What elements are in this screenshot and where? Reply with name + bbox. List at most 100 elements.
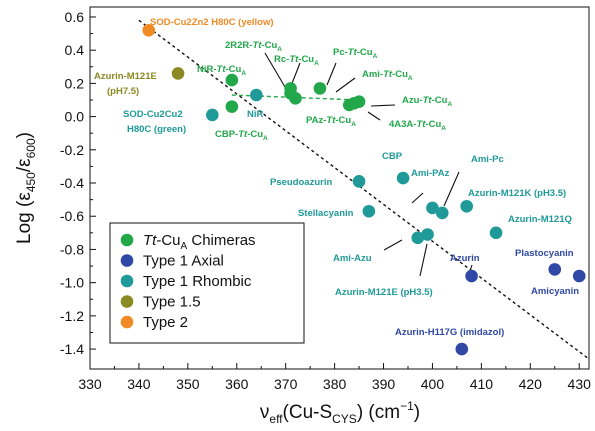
- x-tick-label: 380: [323, 376, 347, 392]
- x-axis-title: νeff(Cu-SCYS) (cm−1): [260, 399, 420, 426]
- label-pseudoazurin: Pseudoazurin: [270, 177, 332, 188]
- plot-frame: [89, 6, 590, 370]
- label-sod-green-b: H80C (green): [127, 124, 186, 135]
- data-point: [460, 199, 473, 213]
- y-tick-label: 0.4: [65, 42, 85, 58]
- label-nir-tt: NiR-Tt-CuA: [197, 64, 246, 77]
- data-points: [142, 23, 586, 356]
- data-point: [225, 73, 239, 87]
- x-tick-label: 350: [176, 376, 200, 392]
- label-ami-azu: Ami-Azu: [333, 253, 372, 264]
- data-point: [289, 92, 302, 105]
- legend-label: Type 2: [143, 314, 188, 331]
- x-tick-label: 420: [519, 376, 543, 392]
- x-tick-label: 430: [568, 376, 592, 392]
- data-point: [489, 226, 503, 240]
- y-tick-label: -0.8: [60, 241, 84, 257]
- leader-line: [370, 104, 396, 107]
- x-tick-label: 360: [225, 376, 249, 392]
- label-amicyanin: Amicyanin: [531, 286, 579, 297]
- y-axis-title: Log (ε450/ε600): [14, 132, 38, 244]
- data-point: [313, 82, 327, 95]
- y-tick-label: -0.4: [60, 175, 84, 191]
- label-ami-pc: Ami-Pc: [471, 154, 504, 165]
- legend-marker: [120, 233, 134, 247]
- label-azurin-m121e-ph75-b: (pH7.5): [107, 86, 139, 97]
- leader-line: [443, 171, 460, 207]
- leader-line: [411, 192, 424, 204]
- label-azurin-m121e-ph75: Azurin-M121E: [94, 71, 157, 82]
- leader-line: [264, 52, 286, 88]
- label-azurin-m121k: Azurin-M121K (pH3.5): [468, 188, 566, 199]
- y-tick-label: -1.2: [60, 308, 84, 324]
- x-tick-label: 400: [421, 376, 445, 392]
- y-tick-label: 0.0: [65, 109, 85, 125]
- label-sod-green: SOD-Cu2Cu2: [123, 109, 183, 120]
- data-point: [250, 88, 263, 102]
- y-tick-label: -0.6: [60, 208, 84, 224]
- legend-marker: [120, 274, 134, 288]
- legend-label: Tt-CuA Chimeras: [143, 232, 256, 252]
- y-tick-label: 0.6: [65, 9, 85, 25]
- data-point: [455, 342, 469, 356]
- leader-line: [290, 62, 301, 87]
- legend-marker: [120, 295, 134, 308]
- legend-label: Type 1 Axial: [143, 253, 224, 270]
- data-point: [362, 204, 376, 218]
- leader-line: [419, 243, 428, 277]
- axes: 330 340 350 360 370 380 390 400 410 420 430 -1.4 -1.…: [60, 6, 592, 392]
- leader-lines: [264, 52, 473, 278]
- label-azurin: Azurin: [450, 253, 480, 264]
- label-azurin-h117g: Azurin-H117G (imidazol): [395, 327, 504, 338]
- leader-line: [367, 111, 381, 121]
- x-tick-label: 410: [470, 376, 494, 392]
- x-tick-label: 340: [127, 376, 151, 392]
- label-stellacyanin: Stellacyanin: [298, 208, 354, 219]
- label-cbp-tt: CBP-Tt-CuA: [215, 129, 268, 142]
- x-tick-label: 390: [372, 376, 396, 392]
- data-point: [426, 201, 439, 215]
- y-tick-label: 0.2: [65, 75, 85, 91]
- label-2r2r-tt: 2R2R-Tt-CuA: [225, 40, 282, 53]
- label-4a3a-tt: 4A3A-Tt-CuA: [389, 119, 446, 132]
- leader-line: [326, 62, 337, 86]
- label-nir: NiR: [247, 109, 264, 120]
- x-tick-label: 330: [78, 376, 102, 392]
- data-point: [465, 269, 478, 283]
- data-point: [142, 23, 156, 37]
- label-pc-tt: Pc-Tt-CuA: [333, 47, 378, 60]
- legend-marker: [120, 254, 134, 267]
- label-azu-tt: Azu-Tt-CuA: [402, 95, 452, 108]
- data-point: [171, 67, 185, 80]
- data-point: [225, 100, 239, 113]
- label-plastocyanin: Plastocyanin: [515, 248, 574, 259]
- label-ami-paz: Ami-PAz: [411, 168, 450, 179]
- data-point: [352, 175, 366, 188]
- data-point: [548, 263, 562, 276]
- legend-box: [109, 222, 305, 344]
- trend-line-overall: [138, 19, 590, 360]
- y-tick-label: -1.4: [60, 341, 84, 357]
- legend-label: Type 1.5: [143, 294, 201, 311]
- label-rc-tt: Rc-Tt-CuA: [274, 54, 319, 67]
- x-tick-label: 370: [274, 376, 298, 392]
- data-point: [572, 269, 586, 283]
- legend-marker: [120, 315, 134, 329]
- label-azurin-m121q: Azurin-M121Q: [508, 214, 572, 225]
- legend-label: Type 1 Rhombic: [143, 273, 252, 290]
- point-labels: SOD-Cu2Zn2 H80C (yellow) Azurin-M121E (pH7…: [94, 17, 579, 338]
- label-azurin-m121e-ph35: Azurin-M121E (pH3.5): [335, 287, 433, 298]
- data-point: [352, 95, 366, 108]
- leader-line: [383, 239, 403, 251]
- y-tick-label: -0.2: [60, 142, 84, 158]
- label-ami-tt: Ami-Tt-CuA: [362, 69, 413, 82]
- data-point: [435, 206, 449, 220]
- label-cbp: CBP: [382, 151, 403, 162]
- label-paz-tt: PAz-Tt-CuA: [306, 115, 356, 128]
- data-point: [421, 228, 434, 241]
- y-tick-label: -1.0: [60, 275, 84, 291]
- leader-line: [335, 77, 356, 93]
- axis-labels: νeff(Cu-SCYS) (cm−1) Log (ε450/ε600): [14, 132, 420, 426]
